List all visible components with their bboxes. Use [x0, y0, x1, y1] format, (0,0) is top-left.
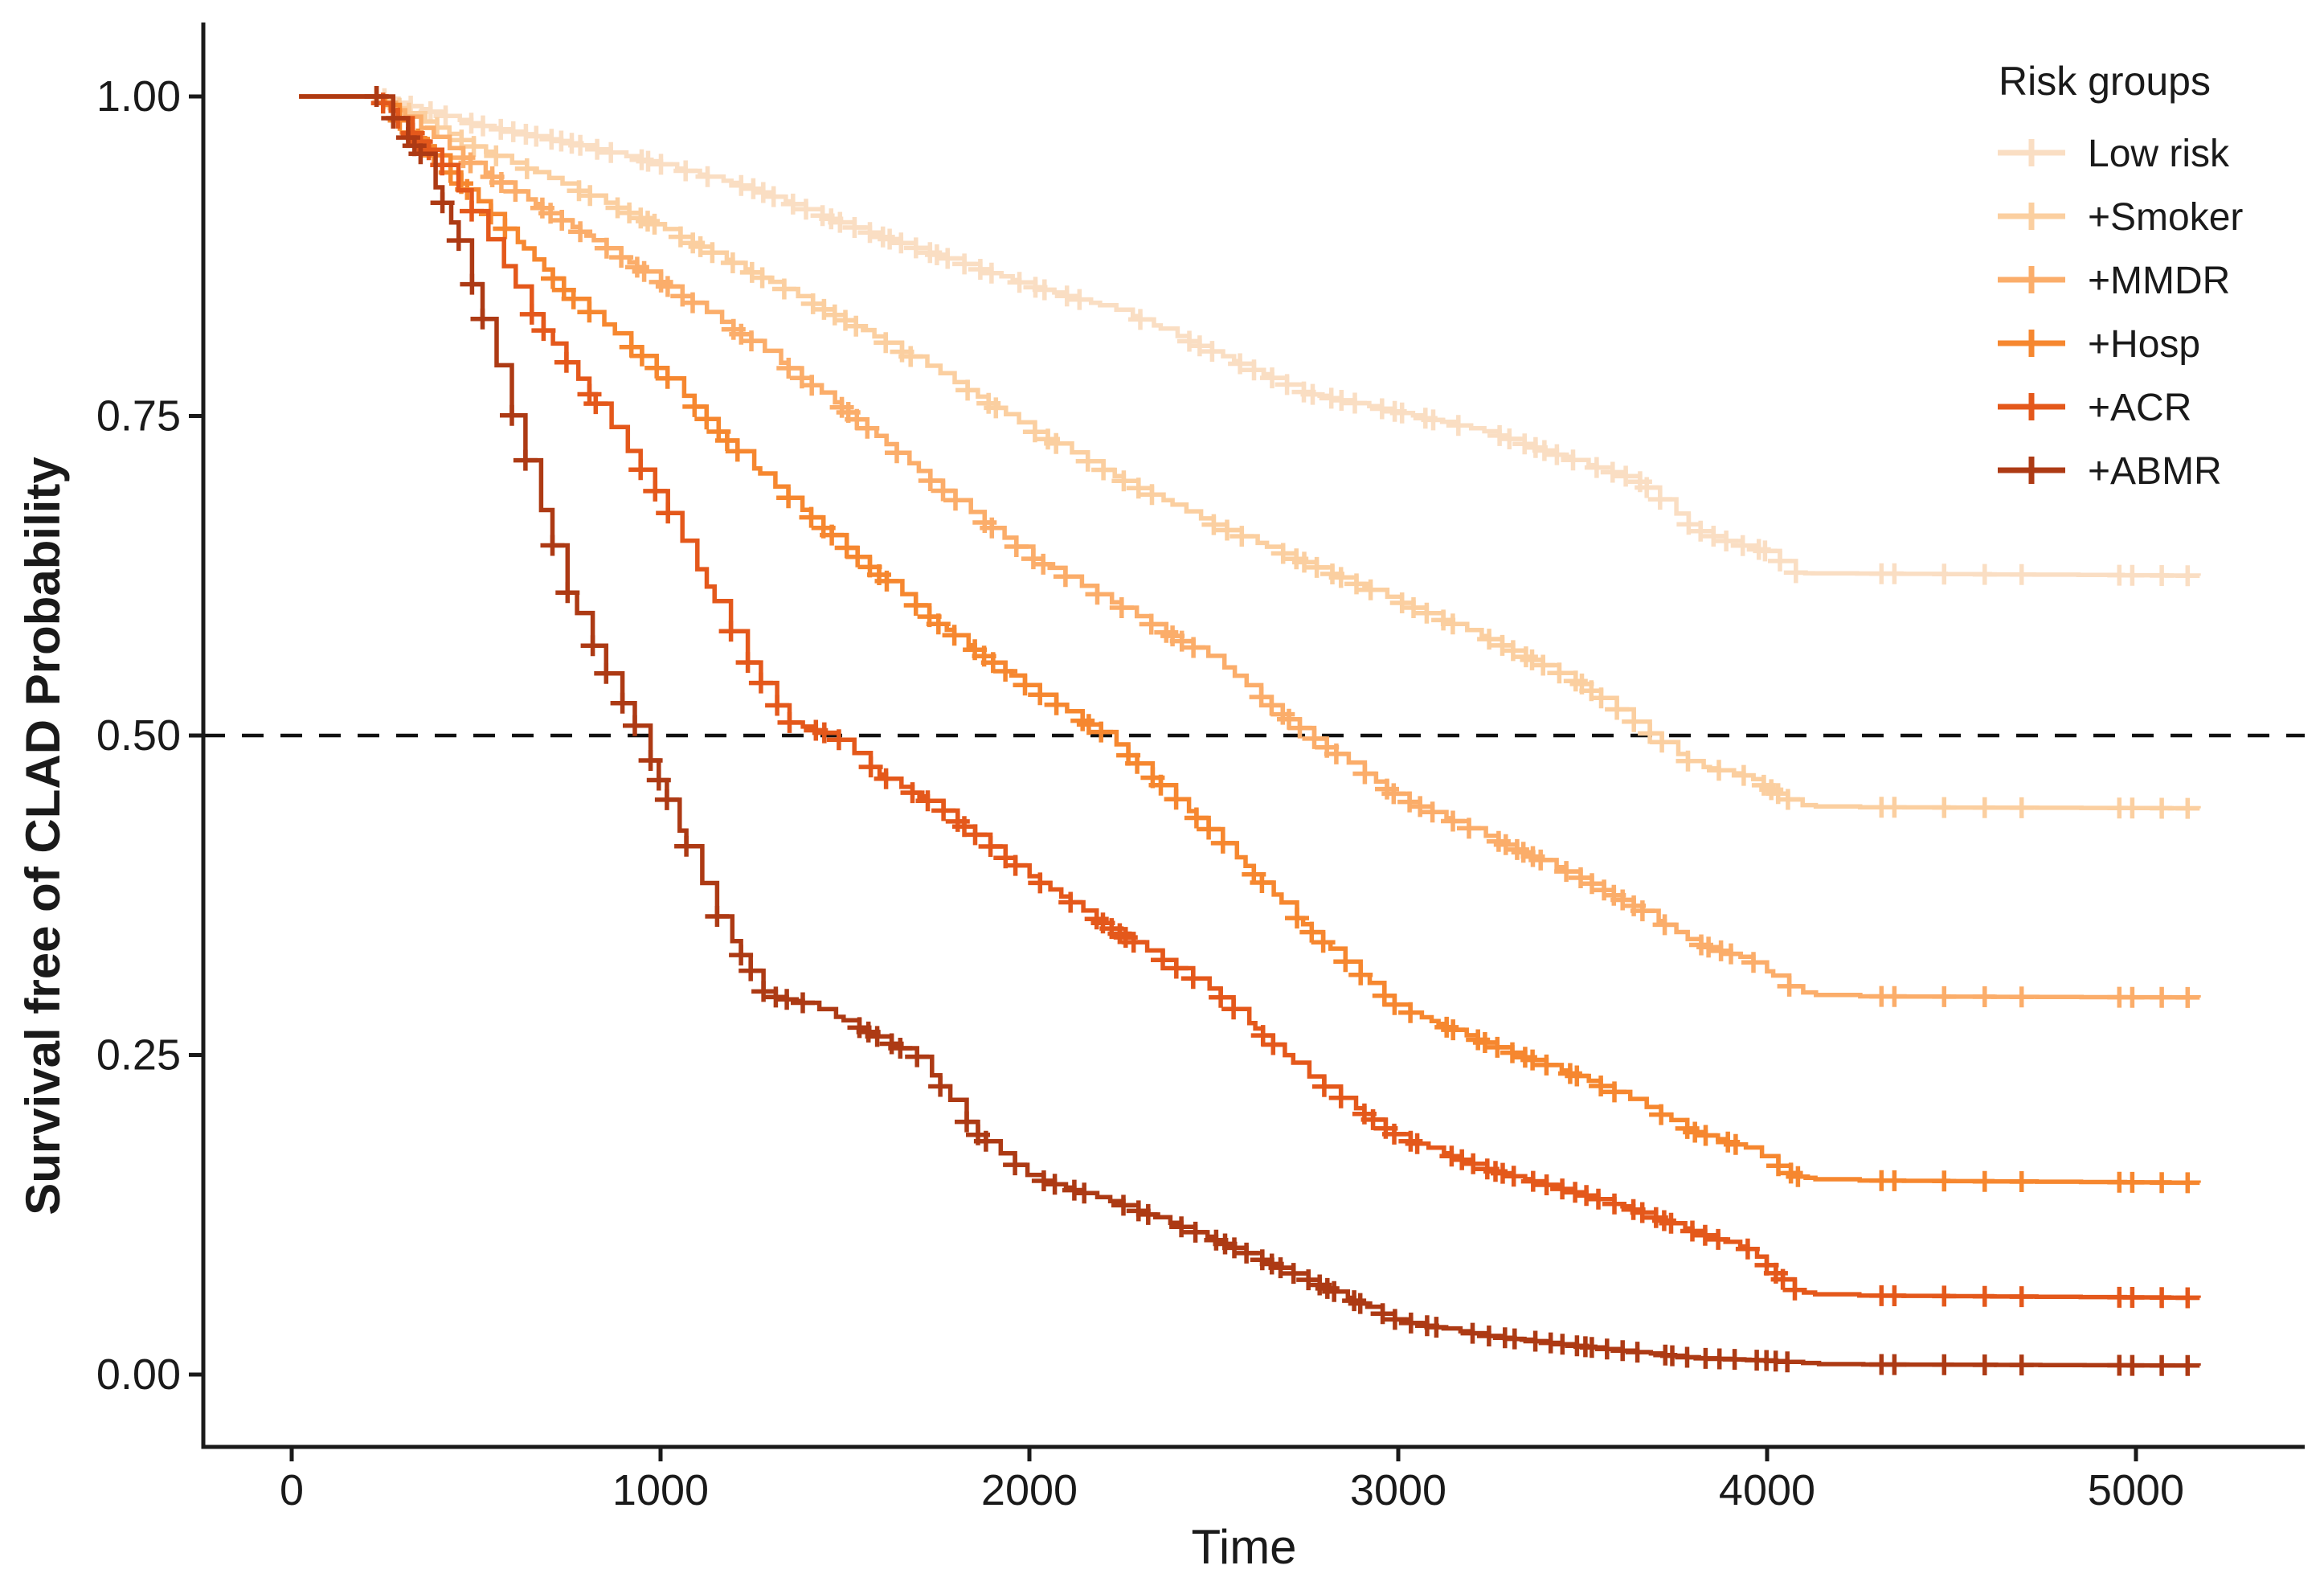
- legend-entry-low-risk: Low risk: [1998, 133, 2230, 175]
- censor-marks--hosp: [364, 86, 2200, 1194]
- x-tick-label: 0: [280, 1466, 304, 1514]
- y-tick-label: 0.00: [96, 1350, 181, 1399]
- y-tick-label: 0.50: [96, 711, 181, 760]
- x-tick-label: 2000: [981, 1466, 1078, 1514]
- legend-label-abmr: +ABMR: [2088, 450, 2222, 493]
- y-tick-label: 0.75: [96, 392, 181, 441]
- censor-marks-low-risk: [364, 86, 2200, 587]
- legend-label-low-risk: Low risk: [2088, 133, 2230, 175]
- legend-label-mmdr: +MMDR: [2088, 260, 2230, 302]
- legend-entry-hosp: +Hosp: [1998, 323, 2200, 366]
- survival-curve--acr: [299, 94, 2201, 1301]
- legend-label-smoker: +Smoker: [2088, 196, 2243, 239]
- x-axis-title: Time: [1191, 1520, 1296, 1574]
- x-tick-label: 1000: [612, 1466, 709, 1514]
- censor-marks--acr: [370, 92, 2200, 1309]
- y-tick-label: 0.25: [96, 1031, 181, 1080]
- x-tick-label: 5000: [2088, 1466, 2184, 1514]
- legend-entry-mmdr: +MMDR: [1998, 260, 2230, 302]
- x-tick-label: 4000: [1719, 1466, 1815, 1514]
- y-tick-label: 1.00: [96, 72, 181, 121]
- survival-curve-low-risk: [299, 94, 2201, 578]
- survival-curves-layer: [299, 86, 2201, 1376]
- legend: Low risk +Smoker +MMDR +Hosp +ACR +ABMR: [1998, 133, 2243, 493]
- y-axis-title: Survival free of CLAD Probability: [16, 457, 70, 1215]
- legend-label-hosp: +Hosp: [2088, 323, 2200, 366]
- legend-entry-abmr: +ABMR: [1998, 450, 2222, 493]
- legend-entry-smoker: +Smoker: [1998, 196, 2243, 239]
- x-tick-label: 3000: [1350, 1466, 1446, 1514]
- censor-marks--abmr: [364, 86, 2200, 1376]
- survival-curve--smoker: [299, 94, 2201, 811]
- censor-marks--smoker: [387, 97, 2200, 819]
- survival-curve--abmr: [299, 94, 2201, 1368]
- axes-layer: 1.00 0.75 0.50 0.25 0.00 0 1000 2000 3000 4000 500…: [96, 23, 2305, 1514]
- legend-entry-acr: +ACR: [1998, 387, 2191, 429]
- legend-label-acr: +ACR: [2088, 387, 2191, 429]
- legend-title: Risk groups: [1999, 59, 2211, 104]
